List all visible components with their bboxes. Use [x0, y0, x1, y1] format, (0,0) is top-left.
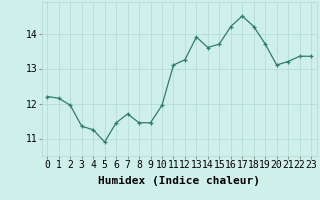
- X-axis label: Humidex (Indice chaleur): Humidex (Indice chaleur): [98, 176, 260, 186]
